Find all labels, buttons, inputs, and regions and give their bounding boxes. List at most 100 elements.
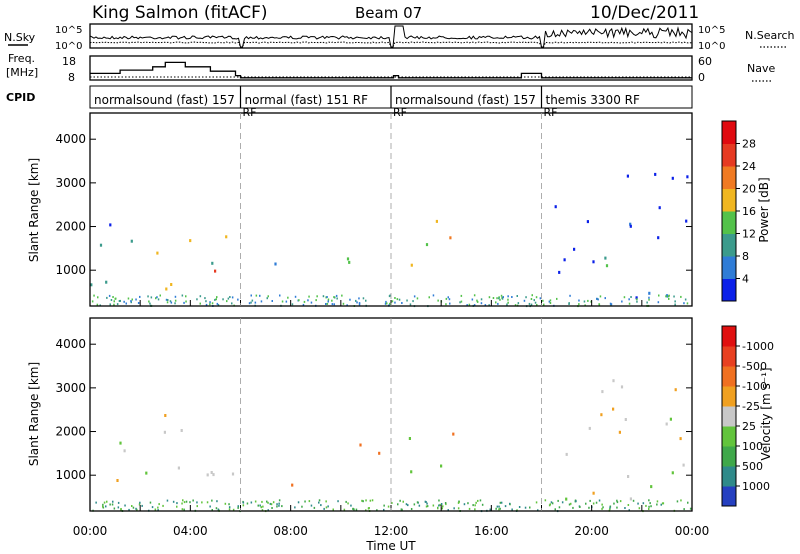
colorbar-tick-label: 100	[742, 440, 763, 453]
range-cell	[597, 298, 599, 301]
range-cell	[135, 507, 137, 510]
range-cell	[131, 505, 133, 507]
range-cell	[345, 500, 347, 503]
range-cell	[484, 304, 487, 307]
range-cell	[228, 503, 230, 506]
range-cell	[628, 509, 630, 512]
range-cell	[127, 297, 130, 300]
range-cell	[157, 509, 159, 512]
range-cell	[684, 298, 687, 301]
range-cell	[334, 296, 336, 299]
range-cell	[335, 294, 338, 297]
power-heatmap	[90, 172, 689, 308]
range-cell	[620, 385, 624, 389]
cpid-segment-label: themis 3300 RF	[546, 93, 640, 107]
colorbar-tick-label: -100	[742, 380, 767, 393]
range-cell	[237, 298, 239, 301]
range-cell	[589, 499, 591, 502]
range-cell	[327, 505, 329, 508]
range-cell	[206, 473, 209, 477]
range-cell	[616, 506, 618, 509]
range-cell	[325, 296, 327, 299]
range-cell	[472, 504, 474, 507]
range-cell	[604, 297, 606, 300]
colorbar-swatch	[722, 406, 736, 427]
range-cell	[369, 499, 372, 502]
range-cell	[156, 296, 158, 299]
range-cell	[645, 504, 647, 507]
range-cell	[514, 304, 517, 307]
range-cell	[102, 503, 104, 506]
range-cell	[117, 506, 120, 509]
range-cell	[155, 297, 157, 300]
range-cell	[618, 430, 621, 434]
range-cell	[116, 303, 119, 306]
range-cell	[658, 206, 661, 210]
range-cell	[267, 501, 269, 504]
range-cell	[99, 243, 103, 247]
range-cell	[685, 219, 688, 223]
range-cell	[399, 499, 401, 502]
range-cell	[259, 294, 261, 297]
range-cell	[232, 508, 235, 511]
range-cell	[358, 297, 360, 300]
range-cell	[496, 505, 499, 508]
range-cell	[279, 294, 281, 297]
range-cell	[554, 205, 557, 209]
range-cell	[683, 508, 685, 511]
range-cell	[492, 297, 495, 299]
range-cell	[543, 303, 545, 306]
noise-strip-plot	[89, 25, 693, 48]
range-cell	[473, 294, 476, 297]
range-cell	[389, 302, 391, 305]
range-cell	[349, 298, 351, 301]
range-cell	[636, 298, 638, 301]
range-cell	[629, 222, 632, 226]
colorbar-swatch	[722, 486, 736, 507]
range-cell	[362, 500, 364, 503]
y-tick-label: 2000	[55, 220, 86, 234]
range-cell	[201, 501, 203, 504]
range-cell	[495, 301, 497, 304]
range-cell	[551, 502, 554, 505]
range-cell	[183, 508, 185, 511]
range-cell	[346, 304, 348, 307]
x-axis-label: Time UT	[365, 539, 416, 553]
range-cell	[271, 507, 273, 509]
range-cell	[250, 501, 253, 504]
range-cell	[365, 299, 367, 302]
range-cell	[358, 303, 361, 306]
range-cell	[416, 297, 419, 300]
range-cell	[460, 294, 463, 297]
range-cell	[214, 269, 217, 273]
range-cell	[192, 499, 194, 502]
range-cell	[476, 300, 479, 303]
range-cell	[471, 298, 474, 301]
range-cell	[356, 301, 358, 304]
range-cell	[287, 296, 289, 299]
range-cell	[441, 507, 443, 510]
range-cell	[448, 298, 451, 301]
range-cell	[365, 499, 367, 502]
range-cell	[337, 500, 339, 503]
range-cell	[254, 500, 257, 503]
range-cell	[242, 501, 245, 504]
range-cell	[612, 407, 615, 411]
range-cell	[105, 505, 107, 508]
range-cell	[500, 294, 503, 297]
range-cell	[648, 499, 650, 502]
range-cell	[310, 301, 313, 304]
range-cell	[313, 506, 316, 509]
range-cell	[102, 505, 104, 508]
range-cell	[499, 298, 501, 301]
range-cell	[294, 506, 296, 509]
range-cell	[332, 508, 334, 511]
range-cell	[598, 499, 601, 502]
range-cell	[205, 303, 208, 306]
noise-tick-right-low: 10^0	[698, 41, 725, 52]
y-tick-label: 2000	[55, 425, 86, 439]
range-cell	[291, 303, 294, 306]
range-cell	[185, 295, 187, 298]
range-cell	[216, 296, 218, 299]
range-cell	[378, 451, 381, 455]
